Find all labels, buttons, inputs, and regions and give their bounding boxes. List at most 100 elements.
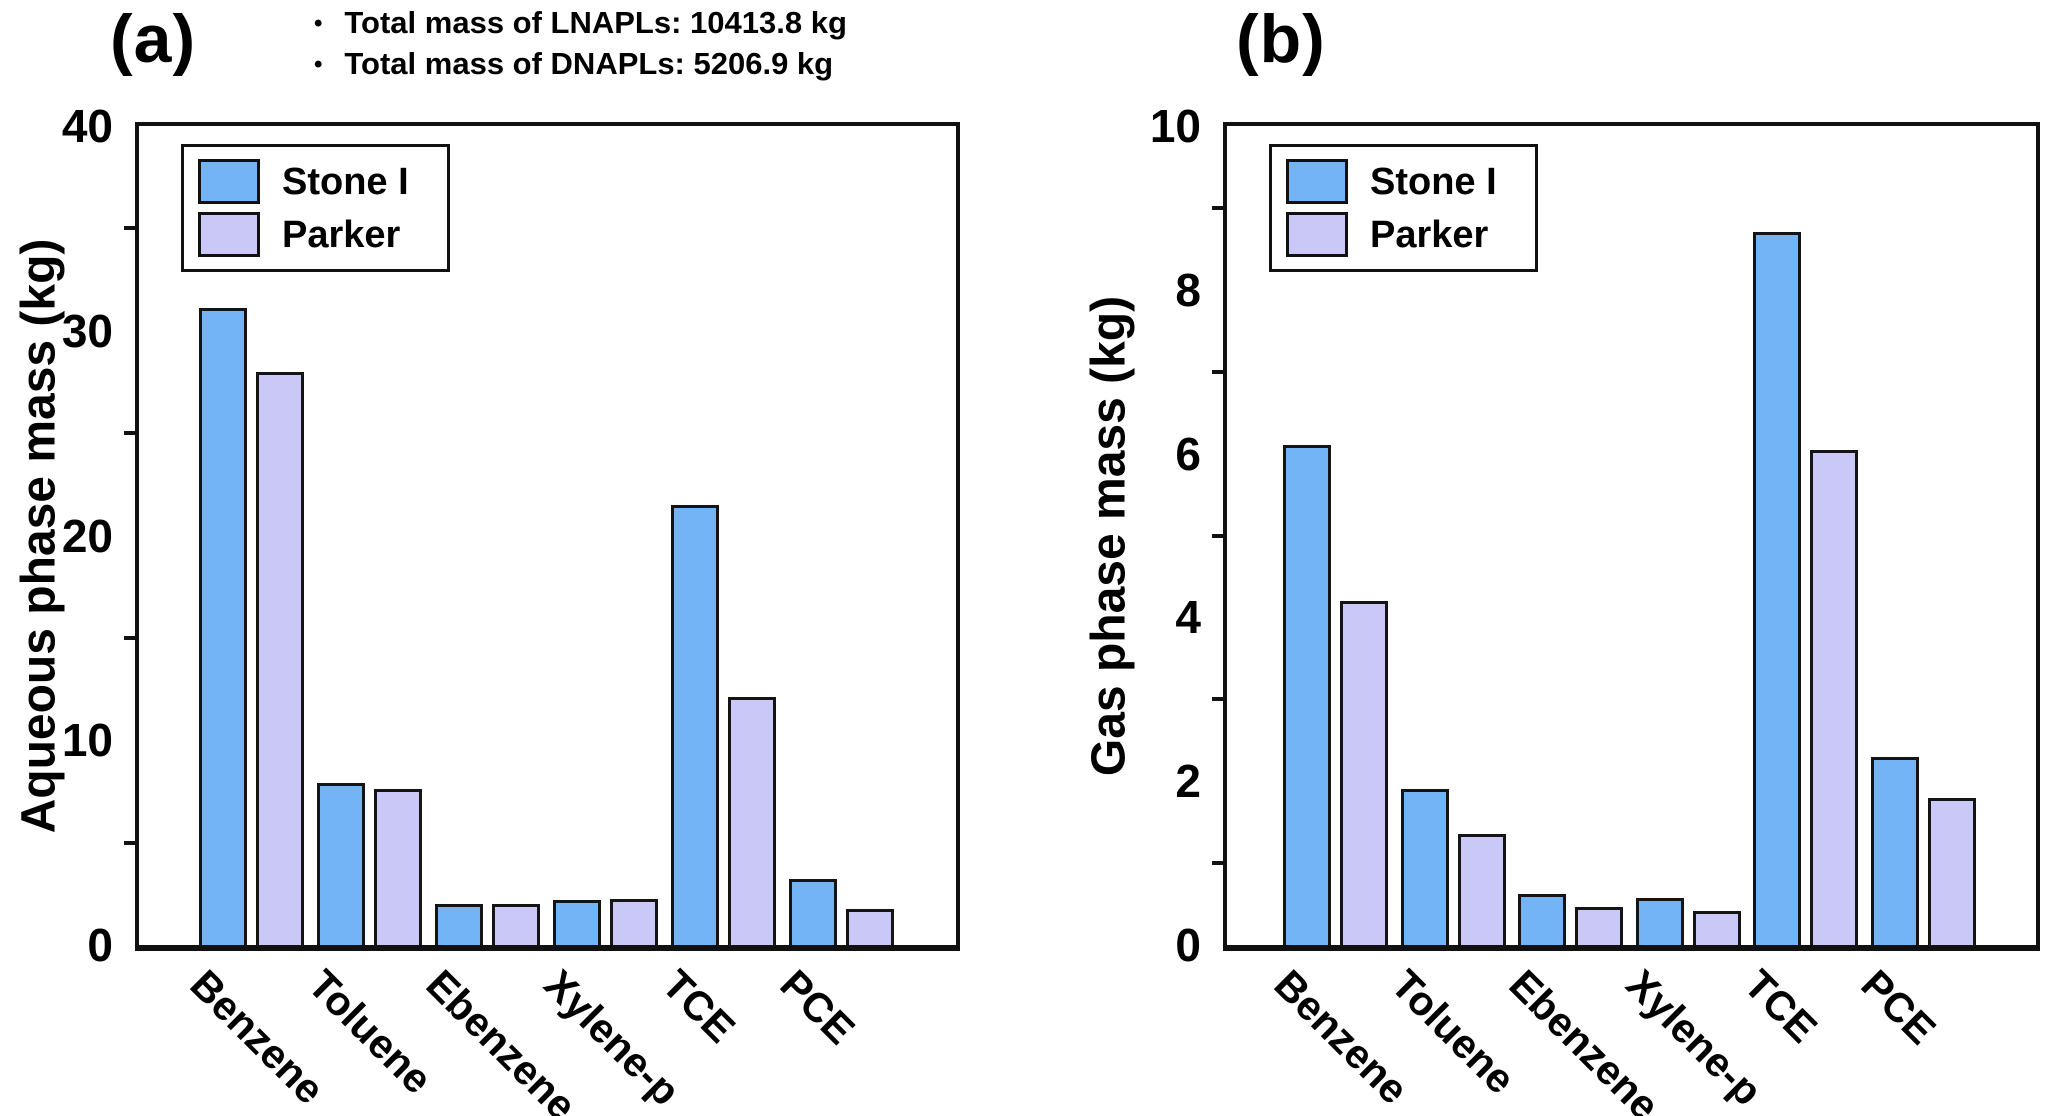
y-tick-label: 30 [61,304,113,357]
bar-group-ebenzene [435,904,540,945]
bars-row [1227,126,2036,945]
figure-annotations: • Total mass of LNAPLs: 10413.8 kg • Tot… [314,4,847,86]
bar-group-toluene [1400,789,1506,945]
x-category-cell: Toluene [299,961,441,1111]
plot-box: Aqueous phase mass (kg) Benzene Toluene Eb… [13,103,960,1116]
y-tick-label: 10 [61,714,113,767]
x-category-cell: Benzene [181,961,333,1113]
x-category-cell: TCE [1735,961,1858,1111]
legend-row-parker: Parker [198,212,409,257]
legend: Stone I Parker [181,144,450,272]
xlabels-row: Benzene Toluene Ebenzene Xylene-p TCE PCE [1227,961,2036,1116]
y-minor-tick [1212,369,1227,374]
y-tick-label: 20 [61,509,113,562]
x-category-label: TCE [1735,961,1826,1052]
bar-stone-i-toluene [1400,789,1449,945]
bar-parker-toluene [374,789,422,945]
y-tick-label: 6 [1175,427,1201,480]
y-minor-tick [124,431,139,436]
panel-a-label: (a) [110,1,197,77]
y-tick-label: 2 [1175,755,1201,808]
bar-stone-i-ebenzene [435,904,483,945]
bullet-icon: • [314,51,323,78]
bar-parker-benzene [1340,601,1388,945]
y-minor-tick [124,635,139,640]
bar-group-xylene-p [1635,898,1741,945]
y-axis-title-text: Aqueous phase mass (kg) [12,238,66,833]
bar-group-xylene-p [553,899,658,945]
x-category-label: Benzene [180,961,333,1113]
x-category-label: PCE [770,961,864,1054]
x-category-label: Xylene-p [534,961,689,1115]
bar-stone-i-tce [1753,232,1802,945]
bar-stone-i-tce [671,505,719,945]
bar-group-benzene [199,308,304,945]
y-minor-tick [1212,697,1227,702]
y-tick-label: 4 [1175,591,1201,644]
bar-parker-toluene [1457,834,1506,945]
bar-parker-tce [1810,450,1859,945]
annotation-line: • Total mass of DNAPLs: 5206.9 kg [314,45,847,86]
x-category-label: Benzene [1264,961,1417,1113]
xlabels-row: Benzene Toluene Ebenzene Xylene-p TCE PCE [139,961,956,1116]
bar-stone-i-pce [789,879,837,945]
bar-group-toluene [317,783,422,945]
bar-parker-benzene [256,372,304,945]
legend-row-stone: Stone I [198,159,409,204]
x-category-label: Toluene [1382,961,1525,1103]
y-tick-label: 40 [61,100,113,152]
bar-stone-i-xylene-p [1635,898,1684,945]
annotation-text-dnapl: Total mass of DNAPLs: 5206.9 kg [344,46,834,81]
annotation-text-lnapl: Total mass of LNAPLs: 10413.8 kg [344,5,847,40]
plot-box: Gas phase mass (kg) Benzene Toluene Ebenze… [1083,103,2040,1116]
bar-group-tce [671,505,776,945]
y-tick-label: 8 [1175,263,1201,316]
y-minor-tick [124,226,139,231]
annotation-line: • Total mass of LNAPLs: 10413.8 kg [314,4,847,45]
legend: Stone I Parker [1269,144,1538,272]
y-minor-tick [1212,861,1227,866]
x-category-cell: TCE [653,961,776,1111]
bar-group-ebenzene [1518,894,1624,945]
bar-parker-ebenzene [492,904,540,945]
legend-label-parker: Parker [282,213,401,256]
x-category-label: Xylene-p [1617,961,1772,1115]
y-minor-tick [1212,205,1227,210]
y-tick-label: 0 [1175,919,1201,971]
bar-parker-pce [846,909,894,945]
bar-parker-tce [728,697,776,945]
bar-group-pce [1870,757,1976,945]
y-tick-label: 10 [1149,100,1201,152]
panel-b-label: (b) [1236,1,1326,77]
legend-row-parker: Parker [1286,212,1497,257]
y-tick-label: 0 [87,919,113,971]
bar-group-pce [789,879,894,945]
bar-stone-i-pce [1870,757,1919,945]
legend-row-stone: Stone I [1286,159,1497,204]
bar-parker-xylene-p [610,899,658,945]
bar-group-tce [1753,232,1859,945]
legend-swatch-parker [198,212,260,257]
x-category-cell: Xylene-p [1618,961,1771,1114]
bullet-icon: • [314,10,323,37]
x-category-cell: PCE [771,961,894,1111]
legend-label-stone: Stone I [282,160,409,203]
bar-stone-i-ebenzene [1518,894,1567,945]
x-category-cell: PCE [1853,961,1976,1111]
x-category-cell: Ebenzene [417,961,585,1116]
x-category-cell: Toluene [1383,961,1525,1111]
bar-stone-i-benzene [1283,445,1331,945]
bar-group-benzene [1283,445,1388,945]
x-category-label: PCE [1852,961,1946,1054]
x-category-cell: Benzene [1265,961,1417,1113]
legend-swatch-parker [1286,212,1348,257]
legend-swatch-stone [1286,159,1348,204]
x-category-cell: Xylene-p [535,961,688,1114]
legend-label-parker: Parker [1370,213,1489,256]
bar-stone-i-xylene-p [553,900,601,945]
bar-parker-ebenzene [1575,907,1624,945]
x-category-label: Ebenzene [1500,961,1669,1116]
bars-row [139,126,956,945]
